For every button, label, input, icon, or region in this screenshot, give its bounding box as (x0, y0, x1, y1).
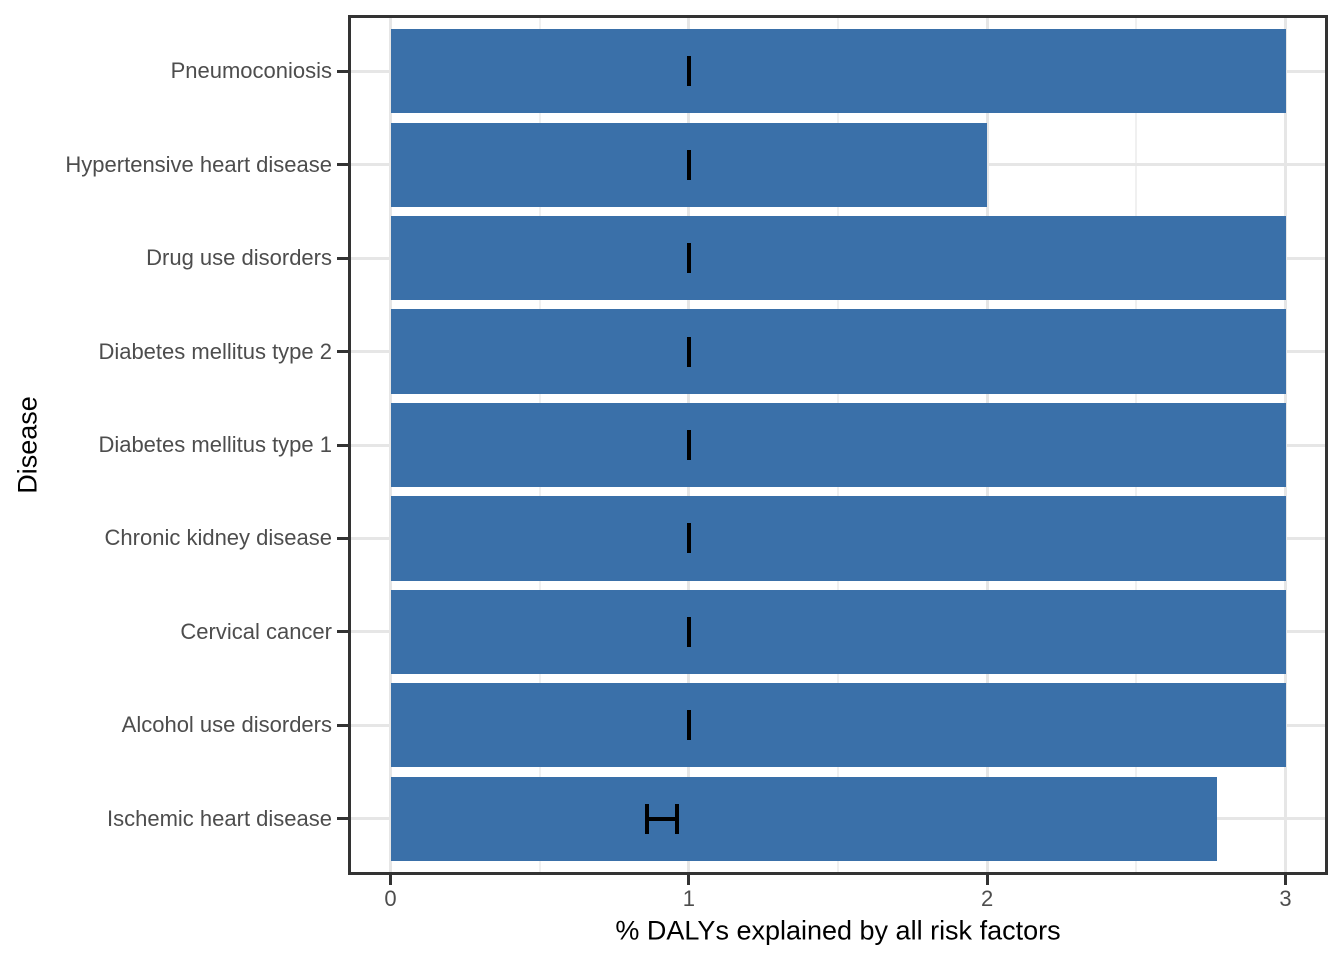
y-tick-label: Chronic kidney disease (104, 525, 332, 551)
y-tick-label: Diabetes mellitus type 1 (98, 432, 332, 457)
bar (390, 215, 1286, 301)
bar (390, 776, 1217, 861)
error-bar (686, 56, 691, 87)
x-tick-label: 3 (1279, 886, 1292, 911)
error-bar (686, 710, 691, 741)
error-bar (686, 523, 691, 554)
plot-panel (348, 15, 1328, 875)
bar (390, 309, 1286, 394)
error-bar (686, 336, 691, 367)
y-tick-mark (337, 723, 348, 727)
bar (390, 683, 1286, 768)
y-tick-mark (337, 69, 348, 73)
x-tick-label: 1 (682, 886, 695, 911)
bar (390, 496, 1286, 581)
y-tick-label: Hypertensive heart disease (65, 151, 332, 177)
y-tick-label: Pneumoconiosis (170, 58, 332, 84)
y-tick-label: Cervical cancer (180, 618, 332, 644)
bar (390, 29, 1286, 114)
y-tick-mark (337, 443, 348, 447)
x-tick-mark (985, 875, 989, 885)
x-tick-mark (687, 875, 691, 885)
error-bar-left-cap (645, 803, 650, 834)
x-tick-mark (1284, 875, 1287, 885)
x-tick-mark (389, 875, 392, 885)
y-tick-mark (337, 630, 348, 634)
x-tick-label: 0 (384, 886, 397, 911)
x-axis-title: % DALYs explained by all risk factors (615, 915, 1061, 946)
error-bar-right-cap (674, 803, 679, 834)
x-tick-label: 2 (981, 886, 994, 911)
y-tick-label: Drug use disorders (146, 245, 332, 271)
error-bar (686, 243, 691, 274)
y-tick-mark (337, 817, 348, 821)
error-bar (686, 616, 691, 647)
error-bar (686, 430, 691, 460)
error-bar (686, 149, 691, 180)
bar (390, 402, 1286, 488)
y-tick-mark (337, 256, 348, 260)
y-tick-label: Ischemic heart disease (107, 805, 332, 831)
error-bar-line (647, 816, 677, 821)
y-tick-label: Alcohol use disorders (121, 712, 332, 738)
y-tick-mark (337, 163, 348, 167)
bar (390, 589, 1286, 675)
y-tick-label: Diabetes mellitus type 2 (98, 338, 332, 364)
y-tick-mark (337, 536, 348, 540)
y-tick-mark (337, 350, 348, 354)
